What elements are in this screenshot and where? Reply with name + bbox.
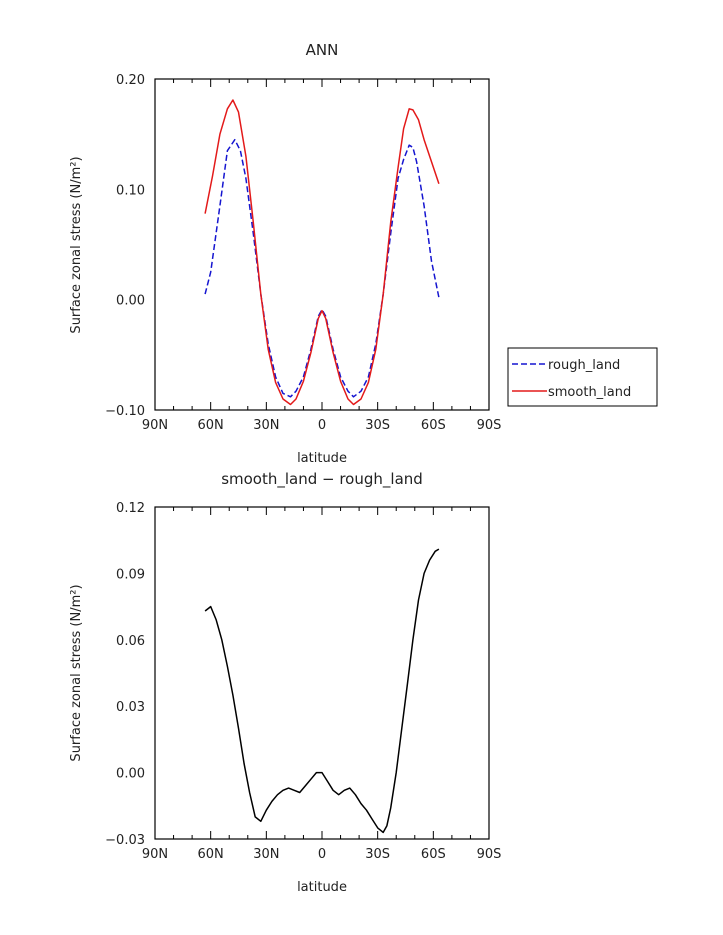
x-tick-label: 90N <box>142 847 168 862</box>
y-axis-label: Surface zonal stress (N/m²) <box>69 584 84 761</box>
y-tick-label: 0.10 <box>116 183 145 198</box>
x-tick-labels: 90N 60N 30N 0 30S 60S 90S <box>142 847 502 862</box>
panel-top: ANN 0.200.100.00−0.10 90N 60N 30N 0 30S 60S 90… <box>69 41 658 466</box>
x-tick-label: 0 <box>318 418 326 433</box>
x-tick-label: 30S <box>365 418 390 433</box>
x-tick-label: 60S <box>421 847 446 862</box>
legend-label-smooth-land: smooth_land <box>548 385 631 400</box>
series-line-difference <box>204 548 440 834</box>
y-tick-label: 0.06 <box>116 634 145 649</box>
plot-frame <box>154 506 490 840</box>
y-tick-label: 0.12 <box>116 501 145 516</box>
x-tick-label: 0 <box>318 847 326 862</box>
y-axis-label: Surface zonal stress (N/m²) <box>69 156 84 333</box>
y-tick-labels: 0.12 0.09 0.06 0.03 0.00 −0.03 <box>105 501 145 848</box>
x-tick-label: 60N <box>198 418 224 433</box>
y-tick-label: −0.03 <box>105 833 145 848</box>
x-tick-label: 60S <box>421 418 446 433</box>
tick-marks <box>154 79 490 411</box>
series-lines <box>204 99 440 406</box>
x-tick-label: 60N <box>198 847 224 862</box>
x-axis-label: latitude <box>297 451 347 466</box>
chart-title: smooth_land − rough_land <box>221 470 423 489</box>
legend-label-rough-land: rough_land <box>548 358 620 373</box>
x-axis-label: latitude <box>297 880 347 895</box>
series-line-rough-land <box>204 138 440 398</box>
y-tick-label: 0.00 <box>116 767 145 782</box>
y-tick-label: 0.00 <box>116 294 145 309</box>
legend-box <box>507 347 658 407</box>
legend: rough_land smooth_land <box>507 347 658 407</box>
series-lines <box>204 548 440 834</box>
x-tick-label: 90S <box>477 418 502 433</box>
chart-title: ANN <box>306 41 339 59</box>
y-tick-label: −0.10 <box>105 404 145 419</box>
tick-marks <box>154 507 490 840</box>
plot-frame <box>154 78 490 411</box>
panel-bottom: smooth_land − rough_land 0.12 0.09 0.06 0.0… <box>69 470 501 895</box>
x-tick-label: 30N <box>253 418 279 433</box>
x-tick-label: 90N <box>142 418 168 433</box>
x-tick-label: 90S <box>477 847 502 862</box>
x-tick-label: 30S <box>365 847 390 862</box>
y-tick-label: 0.09 <box>116 567 145 582</box>
y-tick-labels: 0.20 0.10 0.00 −0.10 <box>105 73 145 419</box>
series-line-smooth-land <box>204 99 440 406</box>
y-tick-label: 0.03 <box>116 700 145 715</box>
x-tick-label: 30N <box>253 847 279 862</box>
y-tick-label: 0.20 <box>116 73 145 88</box>
x-tick-labels: 90N 60N 30N 0 30S 60S 90S <box>142 418 502 433</box>
